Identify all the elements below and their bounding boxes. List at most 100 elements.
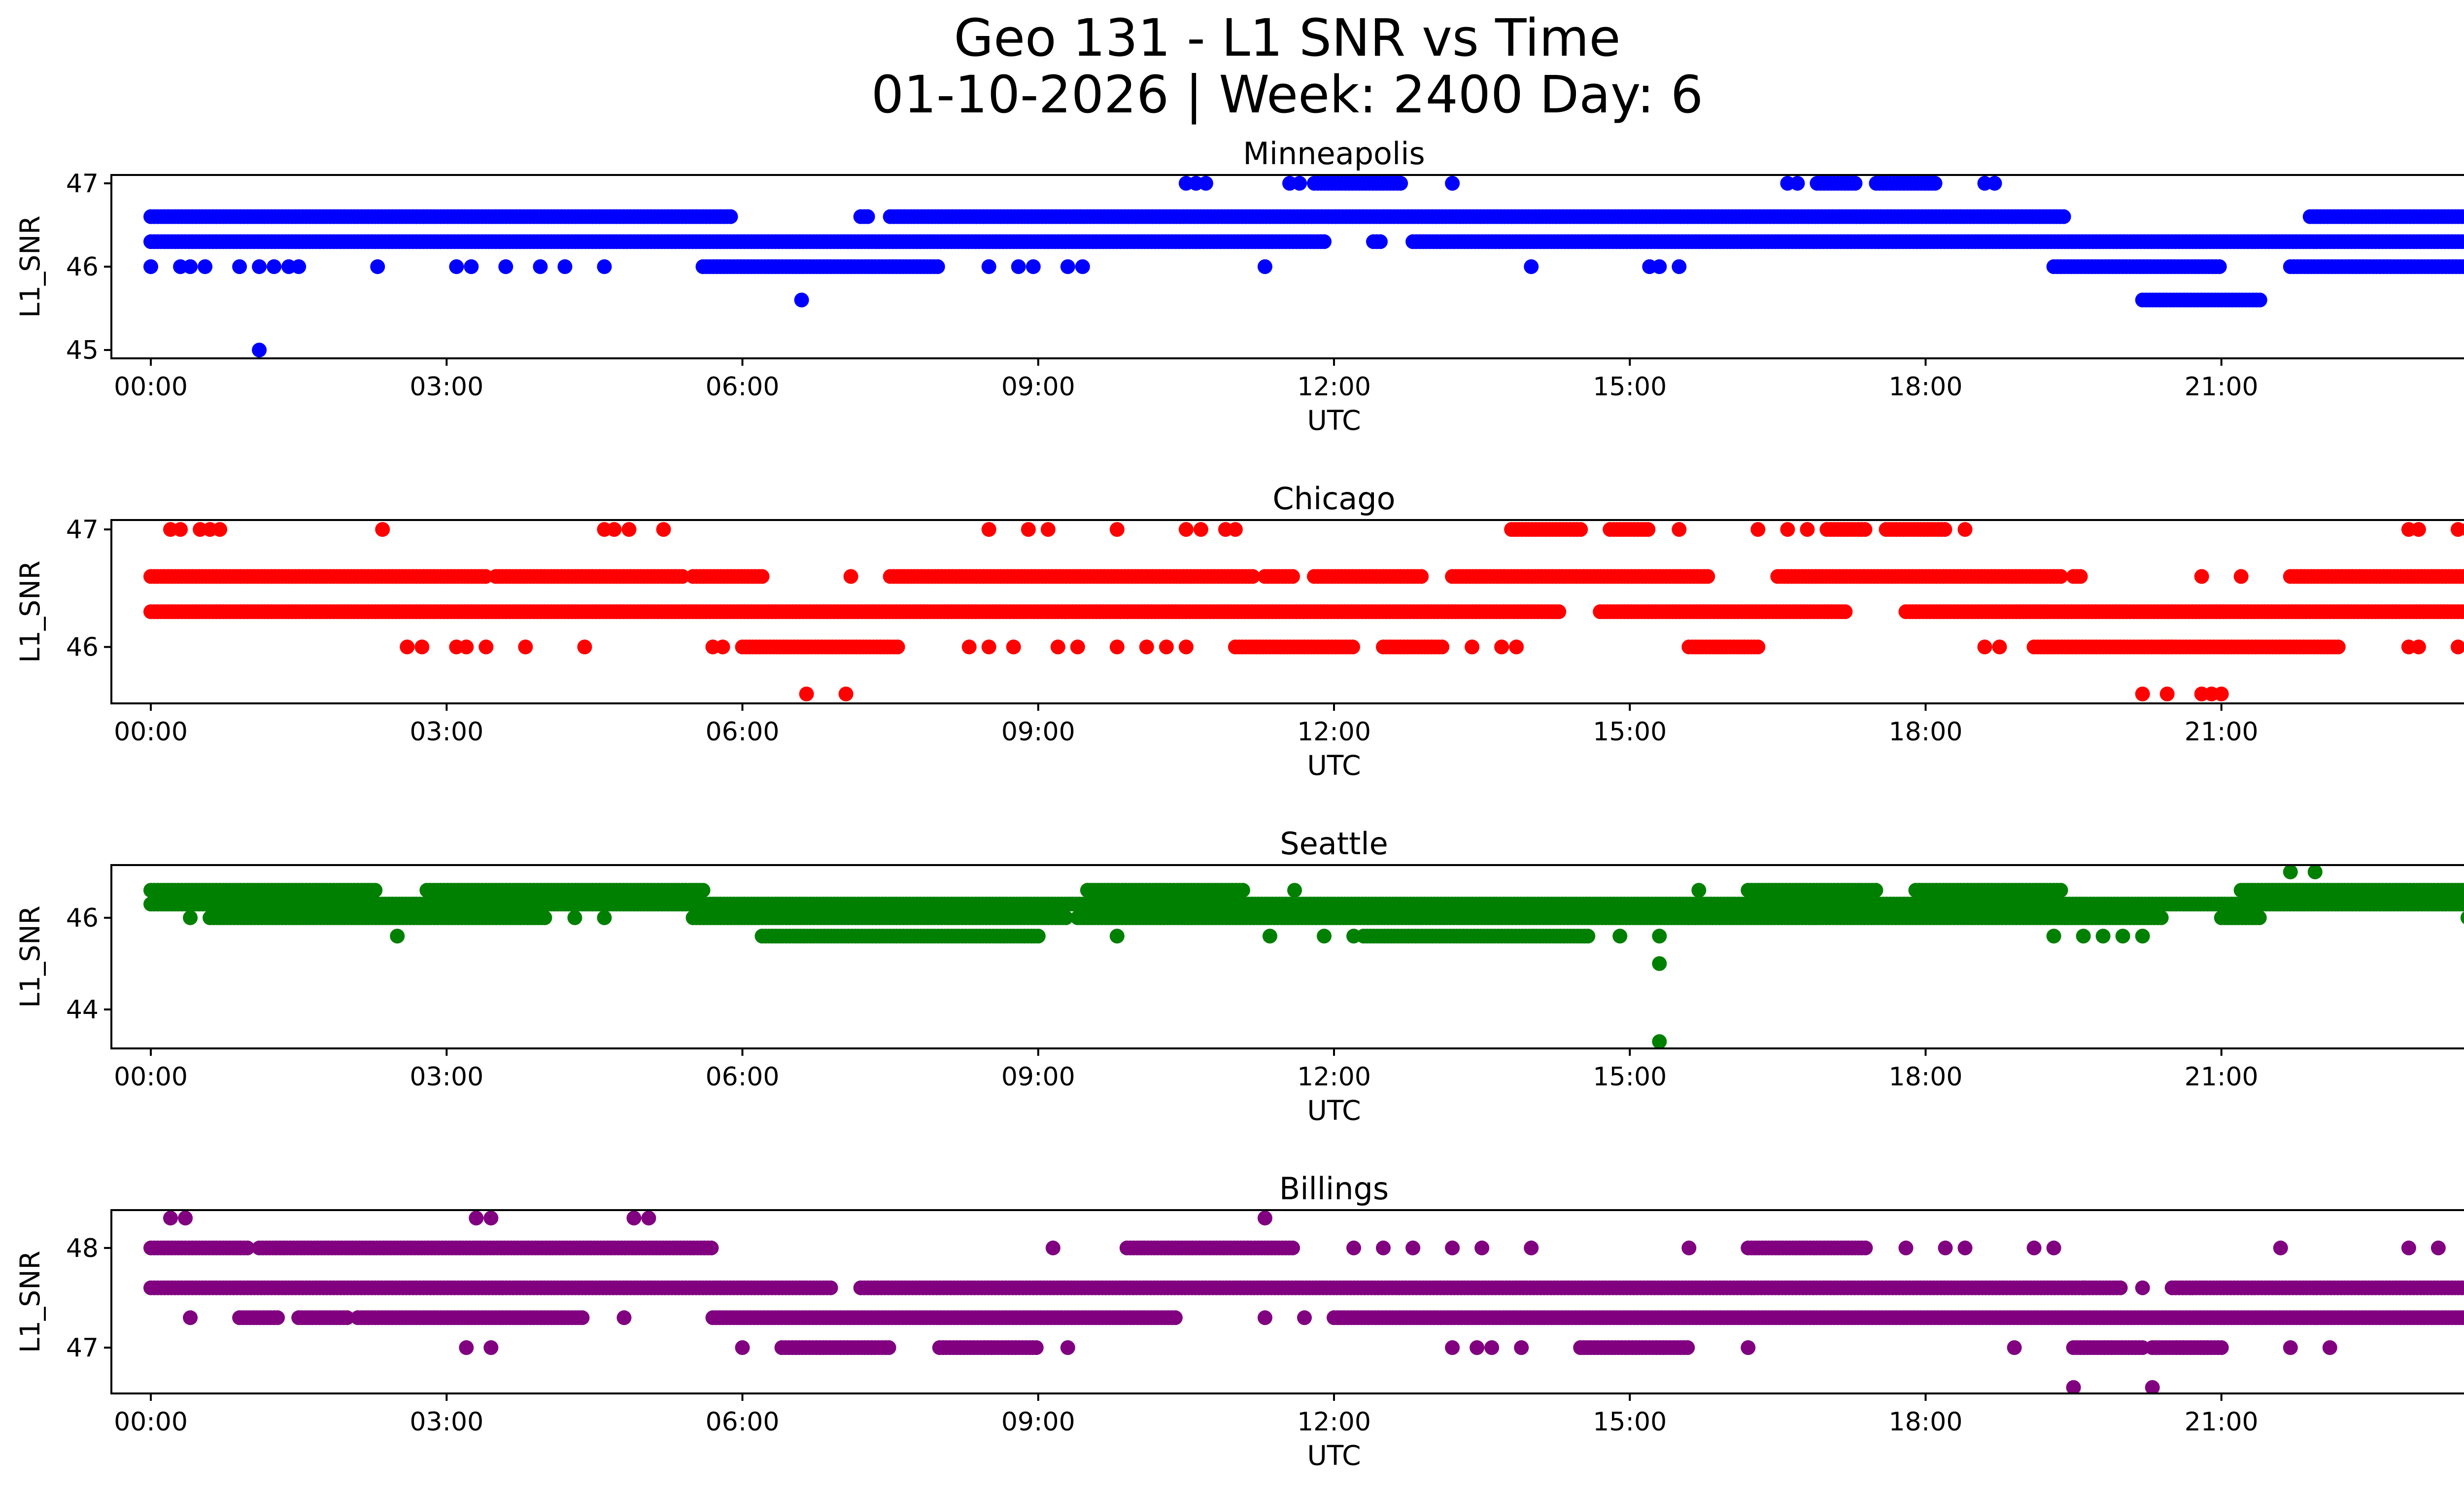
data-point [414,639,430,655]
data-point [368,883,383,898]
data-point [754,569,770,584]
data-point [1393,175,1408,191]
x-tick-label: 18:00 [1889,372,1963,402]
y-tick-label: 46 [66,904,99,933]
data-point [1109,929,1125,944]
x-tick-label: 06:00 [706,717,780,747]
data-point [1257,259,1272,274]
data-point [537,910,552,925]
data-point [2461,884,2464,896]
data-point [1345,639,1360,655]
data-point [675,569,690,584]
data-point [1987,175,2002,191]
data-point [890,639,905,655]
data-point [1977,639,1992,655]
data-point [1652,1034,1667,1048]
data-point [232,259,247,274]
data-point [930,259,945,274]
data-point [1494,639,1509,655]
data-point [860,209,875,224]
data-point [459,639,474,655]
data-point [656,522,671,537]
data-point [1573,522,1588,537]
data-point [1030,929,1046,944]
subplot-title: Chicago [1272,481,1395,517]
data-point [1927,175,1943,191]
data-point [607,522,622,537]
y-tick-label: 46 [66,633,99,662]
data-point [1691,883,1707,898]
data-point [2115,929,2130,944]
data-point [1235,883,1250,898]
data-point [2307,865,2323,879]
data-point [1178,522,1194,537]
data-point [1435,639,1450,655]
data-point [198,259,213,274]
data-point [597,259,612,274]
subplot-title: Minneapolis [1243,136,1425,172]
data-point [1641,522,1656,537]
data-point [2411,639,2426,655]
x-tick-label: 12:00 [1297,1062,1371,1092]
data-point [370,259,385,274]
subplots: Minneapolis 00:00 03:00 06:00 09:00 12:00 15:0… [14,136,2464,1471]
x-tick-label: 03:00 [410,1062,483,1092]
y-axis-label: L1_SNR [14,560,46,662]
data-point [1109,639,1125,655]
x-tick-label: 15:00 [1593,717,1667,747]
data-point [2462,572,2464,581]
data-point [2459,259,2464,274]
data-series [143,175,2464,358]
data-point [1373,234,1388,249]
x-tick-label: 06:00 [706,372,780,402]
data-point [2460,523,2464,536]
data-point [695,883,711,898]
data-point [1021,522,1036,537]
data-point [183,259,198,274]
x-tick-label: 00:00 [114,1062,188,1092]
data-point [2459,897,2464,911]
x-tick-label: 09:00 [1001,1062,1075,1092]
data-point [1414,569,1429,584]
data-point [1159,639,1174,655]
data-point [2461,236,2464,247]
data-point [2461,211,2464,222]
data-point [1465,639,1480,655]
data-point [1838,604,1853,619]
figure-title-line-1: Geo 131 - L1 SNR vs Time [954,8,1620,68]
y-tick-label: 47 [66,515,99,545]
y-axis-label: L1_SNR [14,905,46,1008]
data-point [1551,604,1567,619]
data-point [557,259,573,274]
data-point [1285,569,1300,584]
data-point [173,522,188,537]
x-tick-label: 06:00 [706,1062,780,1092]
data-point [981,639,996,655]
x-axis-label: UTC [1307,750,1361,781]
subplot-title: Seattle [1280,826,1388,862]
x-tick-label: 03:00 [410,372,483,402]
y-tick-label: 45 [66,336,99,365]
x-axis-label: UTC [1307,405,1361,436]
data-point [2212,259,2227,274]
data-point [2462,262,2464,272]
data-point [479,639,494,655]
data-point [2194,569,2209,584]
data-point [1957,522,1973,537]
data-point [1652,956,1667,971]
data-point [1245,569,1260,584]
x-tick-label: 18:00 [1889,1062,1963,1092]
data-point [291,259,307,274]
data-point [621,522,637,537]
data-series [143,865,2464,1048]
data-point [843,569,858,584]
x-tick-label: 12:00 [1297,372,1371,402]
data-point [1509,639,1524,655]
data-point [464,259,479,274]
data-series [143,1211,2464,1393]
data-point [2450,639,2464,655]
data-point [518,639,533,655]
data-point [1317,234,1332,249]
